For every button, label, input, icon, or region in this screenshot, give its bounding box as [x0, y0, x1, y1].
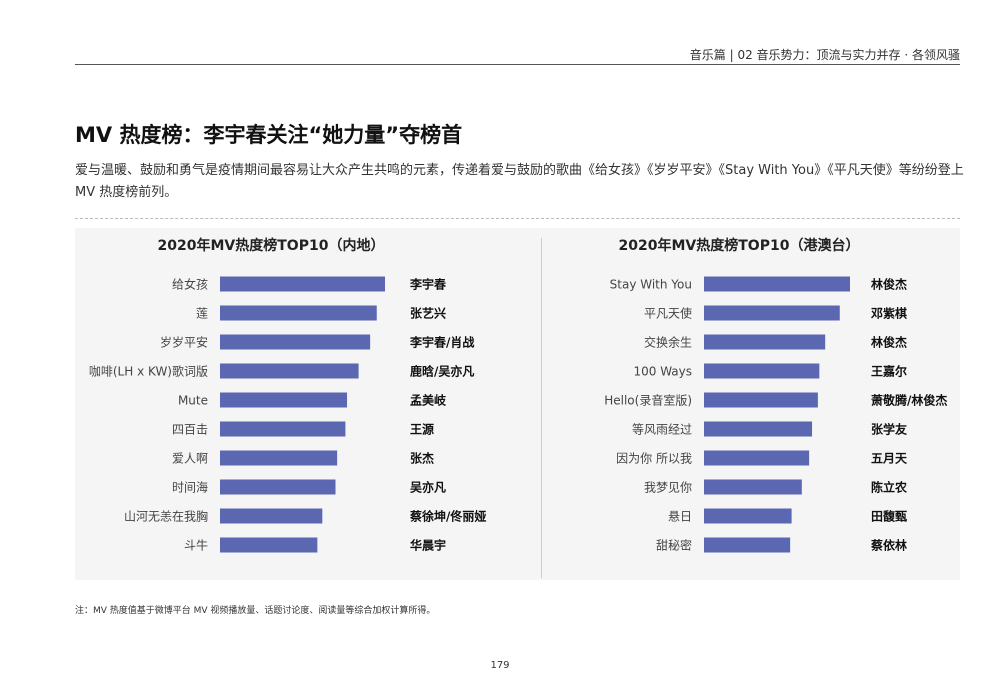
artist-label: 王源: [410, 422, 434, 437]
artist-label: 孟美岐: [410, 393, 447, 408]
category-label: 给女孩: [172, 277, 208, 292]
category-label: 莲: [196, 307, 208, 321]
dotted-divider: [75, 218, 960, 219]
bar: [220, 537, 318, 553]
artist-label: 王嘉尔: [871, 364, 907, 379]
category-label: 甜秘密: [656, 538, 692, 553]
category-label: 等风雨经过: [632, 423, 692, 437]
bar: [220, 479, 336, 495]
bar: [220, 363, 359, 379]
artist-label: 张艺兴: [410, 306, 446, 321]
bar: [704, 305, 840, 321]
category-label: 交换余生: [644, 335, 692, 350]
chart-hk-mo-tw: 2020年MV热度榜TOP10（港澳台）Stay With You 林俊杰平凡天使…: [604, 237, 947, 553]
category-label: 100 Ways: [633, 365, 692, 379]
artist-label: 李宇春/肖战: [409, 335, 474, 350]
page-title: MV 热度榜：李宇春关注“她力量”夺榜首: [75, 123, 463, 147]
artist-label: 蔡依林: [870, 538, 907, 553]
artist-label: 林俊杰: [871, 277, 907, 292]
category-label: 时间海: [172, 480, 208, 495]
bar: [704, 508, 792, 524]
category-label: Stay With You: [610, 278, 692, 292]
artist-label: 陈立农: [871, 480, 907, 495]
artist-label: 张杰: [410, 451, 434, 466]
category-label: Mute: [178, 394, 208, 408]
category-label: 平凡天使: [644, 306, 692, 321]
bar: [220, 508, 323, 524]
artist-label: 吴亦凡: [410, 480, 446, 495]
artist-label: 林俊杰: [871, 335, 907, 350]
section-header: 音乐篇 | 02 音乐势力：顶流与实力并存 · 各领风骚: [689, 48, 960, 62]
artist-label: 蔡徐坤/佟丽娅: [409, 509, 486, 524]
bar: [704, 537, 791, 553]
footnote: 注：MV 热度值基于微博平台 MV 视频播放量、话题讨论度、阅读量等综合加权计算…: [75, 606, 436, 616]
category-label: 我梦见你: [644, 481, 692, 495]
bar: [704, 276, 850, 292]
category-label: 咖啡(LH x KW)歌词版: [89, 364, 208, 379]
bar: [704, 450, 810, 466]
page-number: 179: [490, 660, 510, 671]
header-rule: [75, 64, 960, 65]
bar: [220, 421, 346, 437]
bar: [704, 363, 820, 379]
bar: [704, 392, 818, 408]
bar: [704, 479, 802, 495]
artist-label: 李宇春: [409, 277, 447, 292]
artist-label: 张学友: [871, 422, 907, 437]
category-label: 悬日: [668, 510, 692, 524]
category-label: 因为你 所以我: [616, 452, 692, 466]
bar: [220, 392, 348, 408]
bar: [704, 334, 826, 350]
bar: [220, 334, 371, 350]
chart-title: 2020年MV热度榜TOP10（港澳台）: [619, 237, 860, 254]
artist-label: 田馥甄: [871, 509, 907, 524]
category-label: Hello(录音室版): [604, 393, 692, 408]
category-label: 四百击: [172, 423, 208, 437]
chart-divider: [541, 238, 542, 578]
artist-label: 鹿晗/吴亦凡: [410, 364, 474, 379]
chart-title: 2020年MV热度榜TOP10（内地）: [158, 237, 385, 254]
category-label: 山河无恙在我胸: [124, 509, 208, 524]
category-label: 岁岁平安: [160, 335, 208, 350]
bar: [220, 305, 377, 321]
artist-label: 萧敬腾/林俊杰: [871, 393, 947, 408]
artist-label: 邓紫棋: [871, 306, 907, 321]
bar: [220, 276, 385, 292]
artist-label: 五月天: [871, 452, 908, 466]
bar: [704, 421, 813, 437]
category-label: 爱人啊: [172, 452, 208, 466]
page-description: 爱与温暖、鼓励和勇气是疫情期间最容易让大众产生共鸣的元素，传递着爱与鼓励的歌曲《…: [75, 163, 964, 200]
bar: [220, 450, 338, 466]
artist-label: 华晨宇: [410, 538, 446, 553]
category-label: 斗牛: [184, 538, 208, 553]
